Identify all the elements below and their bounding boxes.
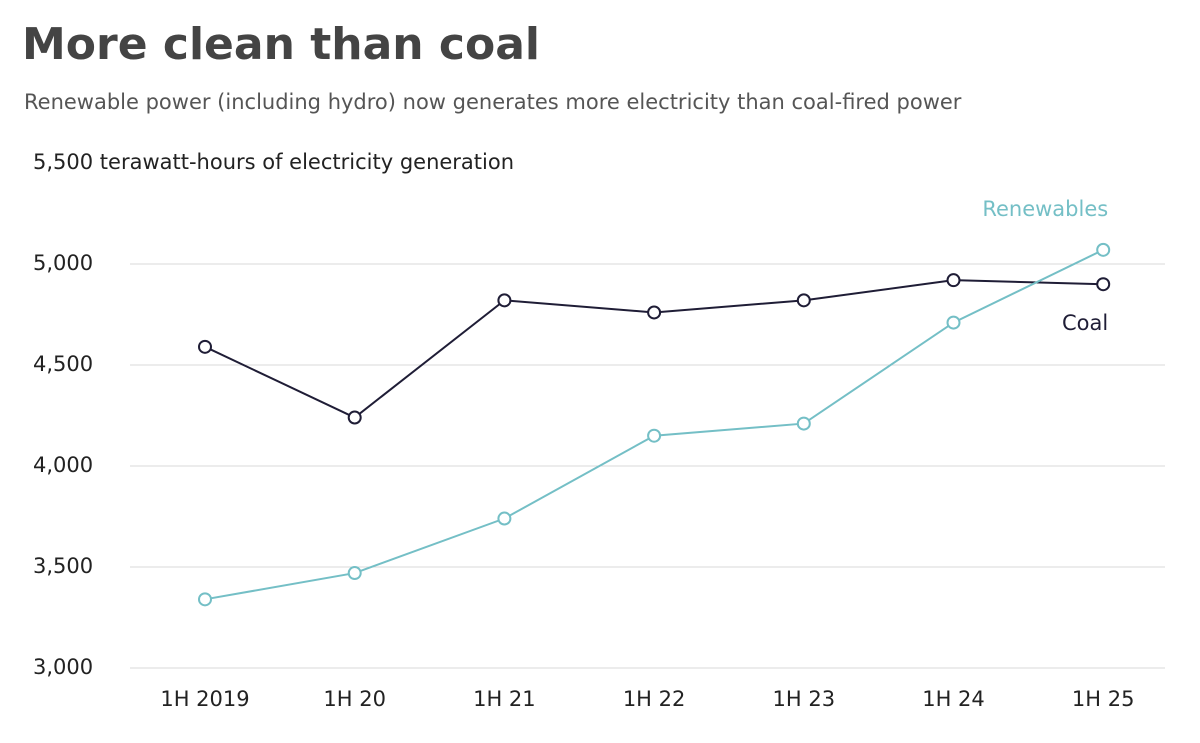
- data-point: [796, 293, 811, 308]
- x-tick-label: 1H 23: [773, 687, 836, 711]
- data-point: [647, 428, 662, 443]
- x-tick-label: 1H 21: [473, 687, 536, 711]
- data-point: [946, 315, 961, 330]
- data-point: [497, 293, 512, 308]
- y-tick-label: 5,000: [33, 251, 93, 275]
- y-tick-label: 4,500: [33, 352, 93, 376]
- x-tick-label: 1H 25: [1072, 687, 1135, 711]
- data-point: [796, 416, 811, 431]
- y-tick-label: 3,500: [33, 554, 93, 578]
- x-tick-label: 1H 24: [922, 687, 985, 711]
- data-point: [647, 305, 662, 320]
- series-line: [204, 248, 1104, 601]
- data-point: [1096, 242, 1111, 257]
- y-tick-label: 4,000: [33, 453, 93, 477]
- data-point: [1096, 277, 1111, 292]
- data-point: [347, 410, 362, 425]
- series-line: [204, 279, 1104, 419]
- data-point: [198, 339, 212, 354]
- series-label: Coal: [1062, 311, 1108, 335]
- x-tick-label: 1H 2019: [160, 687, 249, 711]
- data-point: [198, 592, 212, 607]
- y-tick-label: 5,500 terawatt-hours of electricity gene…: [33, 150, 514, 174]
- data-point: [946, 273, 961, 288]
- x-tick-label: 1H 20: [323, 687, 386, 711]
- x-tick-label: 1H 22: [623, 687, 686, 711]
- data-point: [347, 566, 362, 581]
- chart-title: More clean than coal: [22, 19, 540, 70]
- data-point: [497, 511, 512, 526]
- y-tick-label: 3,000: [33, 655, 93, 679]
- series-label: Renewables: [982, 197, 1108, 221]
- chart-subtitle: Renewable power (including hydro) now ge…: [24, 90, 962, 114]
